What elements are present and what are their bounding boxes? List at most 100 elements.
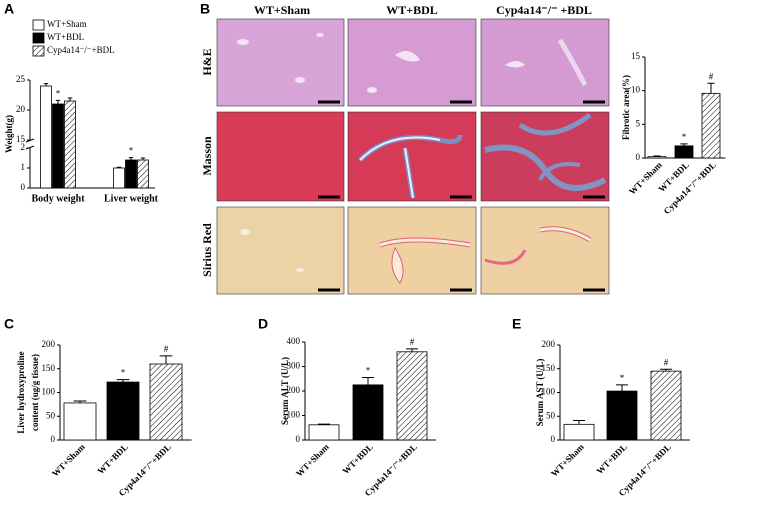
legend-swatch xyxy=(32,45,45,57)
y-tick-label: 150 xyxy=(542,363,556,373)
error-bar xyxy=(680,143,688,146)
bar xyxy=(650,370,682,441)
y-tick-label: 1 xyxy=(21,162,26,172)
x-tick-label: WT+BDL xyxy=(340,442,374,476)
column-header: WT+Sham xyxy=(254,3,310,17)
x-tick-label: WT+Sham xyxy=(549,441,586,478)
bar xyxy=(63,402,97,441)
y-tick-label: 200 xyxy=(287,385,301,395)
bar xyxy=(137,159,149,189)
bar xyxy=(52,103,64,189)
legend-label: WT+Sham xyxy=(47,19,87,29)
error-bar xyxy=(43,83,49,86)
histology-features xyxy=(237,33,607,284)
significance-mark: * xyxy=(121,368,126,378)
y-tick-label: 15 xyxy=(631,51,641,61)
y-tick-label: 50 xyxy=(546,410,556,420)
column-header: WT+BDL xyxy=(386,3,438,17)
error-bar xyxy=(616,384,628,392)
error-bar xyxy=(318,423,330,425)
bar xyxy=(308,424,340,441)
bar xyxy=(64,100,76,189)
bar xyxy=(701,92,721,159)
significance-mark: # xyxy=(709,71,714,81)
error-bar xyxy=(140,157,146,160)
error-bar xyxy=(116,379,130,383)
y-axis-title: content (ug/g tissue) xyxy=(30,354,40,431)
y-tick-label: 100 xyxy=(542,387,556,397)
y-tick-label: 5 xyxy=(636,118,641,128)
x-tick-label: WT+BDL xyxy=(594,442,628,476)
y-axis-title: Weight(g) xyxy=(4,115,14,153)
y-tick-label: 100 xyxy=(42,387,56,397)
significance-mark: * xyxy=(620,373,625,383)
bar xyxy=(113,167,125,189)
y-tick-label: 200 xyxy=(542,339,556,349)
significance-mark: * xyxy=(366,366,371,376)
legend-swatch xyxy=(32,19,45,31)
error-bar xyxy=(73,400,87,403)
y-tick-label: 25 xyxy=(16,74,26,84)
y-tick-label: 0 xyxy=(551,434,556,444)
legend-label: WT+BDL xyxy=(47,32,84,42)
row-header: Sirius Red xyxy=(200,223,214,277)
y-axis-title: Liver hydroxyproline xyxy=(16,351,26,433)
bar xyxy=(149,363,183,441)
y-tick-label: 50 xyxy=(46,410,56,420)
y-tick-label: 2 xyxy=(21,142,26,152)
x-tick-label: WT+BDL xyxy=(95,442,129,476)
legend-swatch xyxy=(32,32,45,44)
bar xyxy=(125,159,137,189)
y-tick-label: 150 xyxy=(42,363,56,373)
error-bar xyxy=(573,420,585,425)
scale-bars xyxy=(318,100,605,292)
significance-mark: # xyxy=(164,344,169,354)
y-tick-label: 20 xyxy=(16,104,26,114)
bar xyxy=(606,390,638,441)
x-tick-label: WT+Sham xyxy=(294,441,331,478)
y-tick-label: 200 xyxy=(42,339,56,349)
y-tick-label: 400 xyxy=(287,336,301,346)
x-tick-label: Liver weight xyxy=(104,193,159,204)
error-bar xyxy=(67,97,73,101)
panel-label: B xyxy=(200,1,210,17)
x-tick-label: WT+Sham xyxy=(50,441,87,478)
significance-mark: * xyxy=(682,132,687,142)
x-tick-label: Body weight xyxy=(31,193,85,204)
y-tick-label: 300 xyxy=(287,361,301,371)
error-bar xyxy=(159,355,173,364)
error-bar xyxy=(362,377,374,385)
bar xyxy=(647,156,667,159)
significance-mark: # xyxy=(664,357,669,367)
legend-label: Cyp4a14⁻/⁻+BDL xyxy=(47,45,115,55)
error-bar xyxy=(55,99,61,104)
panel-label: D xyxy=(258,316,268,332)
y-axis-title: Fibrotic area(%) xyxy=(621,75,631,140)
error-bar xyxy=(128,157,134,160)
panel-label: A xyxy=(4,1,14,17)
error-bar xyxy=(660,368,672,372)
significance-mark: # xyxy=(410,337,415,347)
bar xyxy=(563,423,595,441)
significance-mark: * xyxy=(56,88,61,98)
row-header: H&E xyxy=(200,48,214,75)
error-bar xyxy=(116,166,122,168)
row-header: Masson xyxy=(200,136,214,176)
bar xyxy=(352,384,384,441)
column-header: Cyp4a14⁻/⁻ +BDL xyxy=(496,3,592,17)
y-tick-label: 10 xyxy=(631,85,641,95)
bar xyxy=(40,85,52,189)
error-bar xyxy=(406,348,418,352)
y-axis-title: Serum AST (U/L) xyxy=(535,359,545,427)
x-tick-label: WT+Sham xyxy=(627,159,664,196)
bar xyxy=(396,351,428,441)
y-tick-label: 0 xyxy=(21,182,26,192)
y-tick-label: 100 xyxy=(287,410,301,420)
y-tick-label: 0 xyxy=(296,434,301,444)
y-tick-label: 0 xyxy=(636,152,641,162)
significance-mark: * xyxy=(129,146,134,156)
error-bar xyxy=(707,82,715,94)
y-tick-label: 15 xyxy=(16,134,26,144)
bar xyxy=(674,145,694,159)
